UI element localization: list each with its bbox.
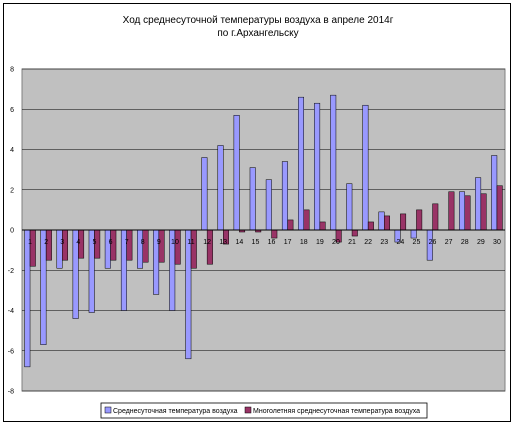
x-tick-label: 5 [92, 239, 96, 246]
x-tick-label: 10 [171, 239, 179, 246]
bar-series-2 [400, 213, 407, 231]
bar-series-2 [287, 219, 294, 231]
bar-series-1 [330, 94, 337, 231]
chart-title: Ход среднесуточной температуры воздуха в… [0, 14, 516, 40]
chart-title-line2: по г.Архангельску [217, 28, 299, 39]
legend: Среднесуточная температура воздуха Много… [100, 402, 428, 419]
x-tick-label: 3 [60, 239, 64, 246]
x-tick-label: 7 [125, 239, 129, 246]
x-tick-label: 4 [76, 239, 80, 246]
legend-swatch-series-1 [104, 406, 112, 414]
x-tick-label: 16 [268, 239, 276, 246]
bar-series-2 [29, 229, 36, 267]
gridlines [22, 68, 505, 392]
bar-series-2 [303, 209, 310, 231]
x-tick-label: 15 [252, 239, 260, 246]
bar-series-2 [319, 221, 326, 231]
bar-series-2 [448, 191, 455, 231]
x-tick-label: 17 [284, 239, 292, 246]
bar-series-1 [137, 229, 144, 269]
y-tick-label: 8 [10, 67, 14, 74]
x-tick-label: 8 [141, 239, 145, 246]
x-tick-label: 13 [219, 239, 227, 246]
x-tick-label: 23 [380, 239, 388, 246]
x-tick-label: 29 [477, 239, 485, 246]
bar-series-1 [475, 177, 482, 231]
bar-series-1 [265, 179, 272, 231]
x-tick-label: 30 [493, 239, 501, 246]
bar-series-2 [190, 229, 197, 269]
bar-series-1 [104, 229, 111, 269]
x-tick-label: 14 [235, 239, 243, 246]
bar-series-1 [185, 229, 192, 360]
bar-series-2 [367, 221, 374, 231]
y-tick-label: 0 [10, 228, 14, 235]
bar-series-1 [459, 191, 466, 231]
legend-label-series-1: Среднесуточная температура воздуха [113, 408, 238, 415]
y-tick-label: 6 [10, 107, 14, 114]
y-tick-label: -4 [8, 308, 14, 315]
x-tick-label: 6 [109, 239, 113, 246]
x-tick-labels: 1 2 3 4 5 6 7 8 9 10 11 12 13 14 15 16 17 18 19 20 21 22 23 24 2… [28, 239, 501, 246]
bar-series-2 [384, 215, 390, 231]
x-tick-label: 27 [445, 239, 453, 246]
bar-series-2 [351, 229, 358, 237]
y-tick-label: -6 [8, 348, 14, 355]
bar-series-1 [56, 229, 63, 269]
bar-series-2 [158, 229, 165, 263]
y-tick-label: -8 [8, 389, 14, 396]
x-tick-label: 26 [429, 239, 437, 246]
bar-series-1 [249, 167, 256, 231]
bar-series-1 [410, 229, 417, 239]
x-tick-label: 2 [44, 239, 48, 246]
legend-label-series-2: Многолетняя среднесуточная температура в… [253, 408, 420, 415]
x-tick-label: 12 [203, 239, 211, 246]
bar-series-2 [271, 229, 278, 239]
y-tick-labels: 8 6 4 2 0 -2 -4 -6 -8 [8, 67, 14, 396]
x-tick-label: 9 [157, 239, 161, 246]
bar-series-2 [480, 193, 487, 231]
y-tick-label: 2 [10, 187, 14, 194]
bar-series-1 [201, 157, 208, 231]
x-tick-label: 25 [413, 239, 421, 246]
bar-series-2 [416, 209, 423, 231]
bar-series-2 [464, 195, 471, 231]
bar-series-2 [142, 229, 149, 263]
bars-group [24, 94, 503, 368]
x-tick-label: 28 [461, 239, 469, 246]
bar-series-2 [432, 203, 439, 231]
y-tick-label: 4 [10, 147, 14, 154]
y-tick-label: -2 [8, 268, 14, 275]
bar-series-1 [362, 104, 369, 231]
legend-box [100, 402, 428, 419]
x-tick-label: 22 [364, 239, 372, 246]
x-tick-label: 20 [332, 239, 340, 246]
bar-series-1 [40, 229, 47, 345]
x-tick-label: 24 [396, 239, 404, 246]
legend-swatch-series-2 [244, 406, 252, 414]
x-tick-label: 18 [300, 239, 308, 246]
bar-series-1 [298, 96, 305, 231]
bar-series-1 [281, 161, 288, 231]
x-tick-label: 1 [28, 239, 32, 246]
bar-series-2 [496, 185, 503, 231]
bar-series-1 [491, 155, 498, 231]
chart-title-line1: Ход среднесуточной температуры воздуха в… [122, 15, 394, 26]
x-tick-label: 19 [316, 239, 324, 246]
bar-series-2 [206, 229, 213, 265]
x-tick-label: 11 [187, 239, 194, 246]
bar-series-1 [233, 115, 240, 231]
bar-series-1 [24, 229, 31, 368]
bar-series-1 [314, 102, 321, 231]
bar-series-1 [346, 183, 353, 231]
bar-series-2 [174, 229, 181, 265]
x-tick-label: 21 [348, 239, 356, 246]
bar-series-1 [217, 145, 224, 231]
bar-series-1 [378, 211, 385, 231]
